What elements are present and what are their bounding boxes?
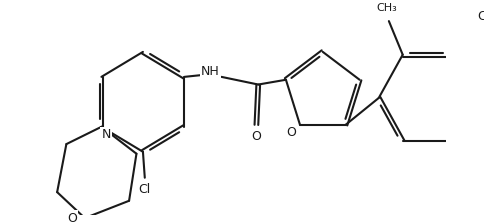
Text: N: N bbox=[101, 128, 111, 141]
Text: Cl: Cl bbox=[478, 10, 484, 23]
Text: O: O bbox=[67, 212, 77, 224]
Text: O: O bbox=[286, 126, 296, 139]
Text: NH: NH bbox=[201, 65, 220, 78]
Text: O: O bbox=[252, 130, 261, 143]
Text: CH₃: CH₃ bbox=[377, 3, 397, 13]
Text: Cl: Cl bbox=[138, 183, 151, 196]
